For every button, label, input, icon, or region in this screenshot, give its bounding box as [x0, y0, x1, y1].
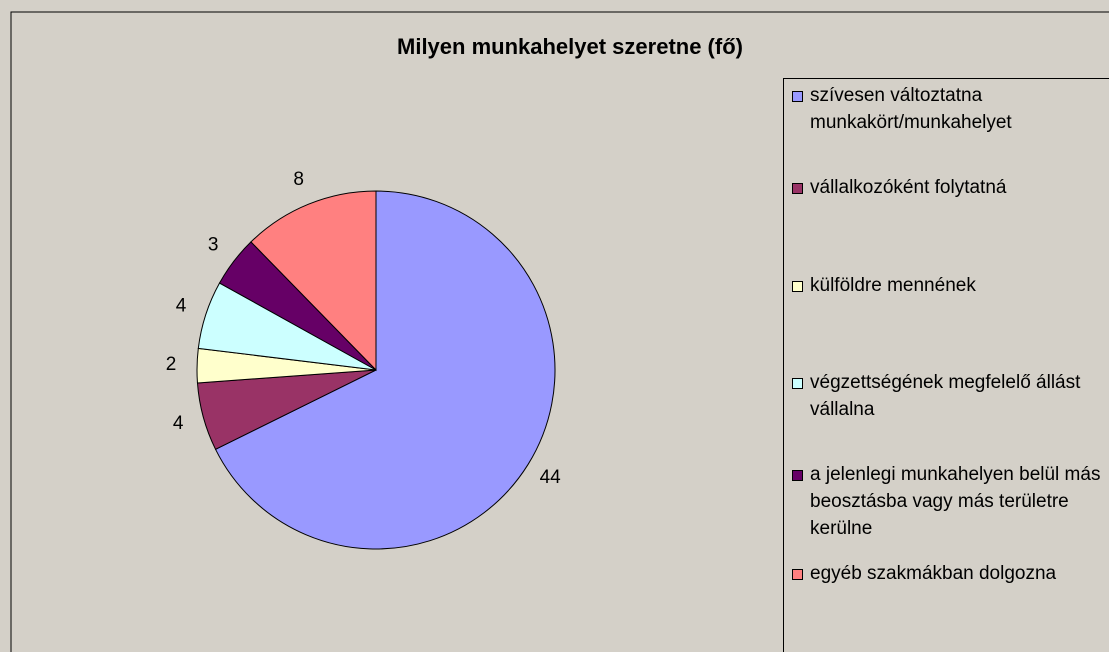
legend-swatch — [792, 470, 803, 481]
legend-label: szívesen változtatna munkakört/munkahely… — [810, 85, 1012, 133]
chart-title: Milyen munkahelyet szeretne (fő) — [397, 34, 743, 59]
legend-swatch — [792, 183, 803, 194]
legend-swatch — [792, 281, 803, 292]
data-label: 4 — [176, 296, 187, 317]
legend-item: külföldre mennének — [792, 272, 1107, 299]
legend-label: külföldre mennének — [810, 275, 976, 296]
legend-label: a jelenlegi munkahelyen belül más beoszt… — [810, 464, 1101, 539]
data-label: 44 — [540, 467, 562, 488]
legend-label: egyéb szakmákban dolgozna — [810, 563, 1057, 584]
legend-swatch — [792, 91, 803, 102]
legend-label: végzettségének megfelelő állást vállalna — [810, 372, 1081, 420]
legend-swatch — [792, 378, 803, 389]
data-label: 2 — [166, 354, 177, 375]
pie-slice — [250, 190, 377, 372]
data-label: 4 — [173, 413, 184, 434]
legend: szívesen változtatna munkakört/munkahely… — [783, 78, 1109, 652]
data-label: 8 — [293, 169, 304, 190]
legend-item: a jelenlegi munkahelyen belül más beoszt… — [792, 461, 1107, 542]
legend-item: végzettségének megfelelő állást vállalna — [792, 369, 1107, 423]
legend-label: vállalkozóként folytatná — [810, 177, 1007, 198]
legend-item: vállalkozóként folytatná — [792, 174, 1107, 201]
legend-item: egyéb szakmákban dolgozna — [792, 560, 1107, 587]
data-label: 3 — [208, 235, 219, 256]
legend-item: szívesen változtatna munkakört/munkahely… — [792, 82, 1107, 136]
legend-swatch — [792, 569, 803, 580]
pie-slice — [214, 190, 556, 550]
chart-border — [10, 11, 1109, 652]
